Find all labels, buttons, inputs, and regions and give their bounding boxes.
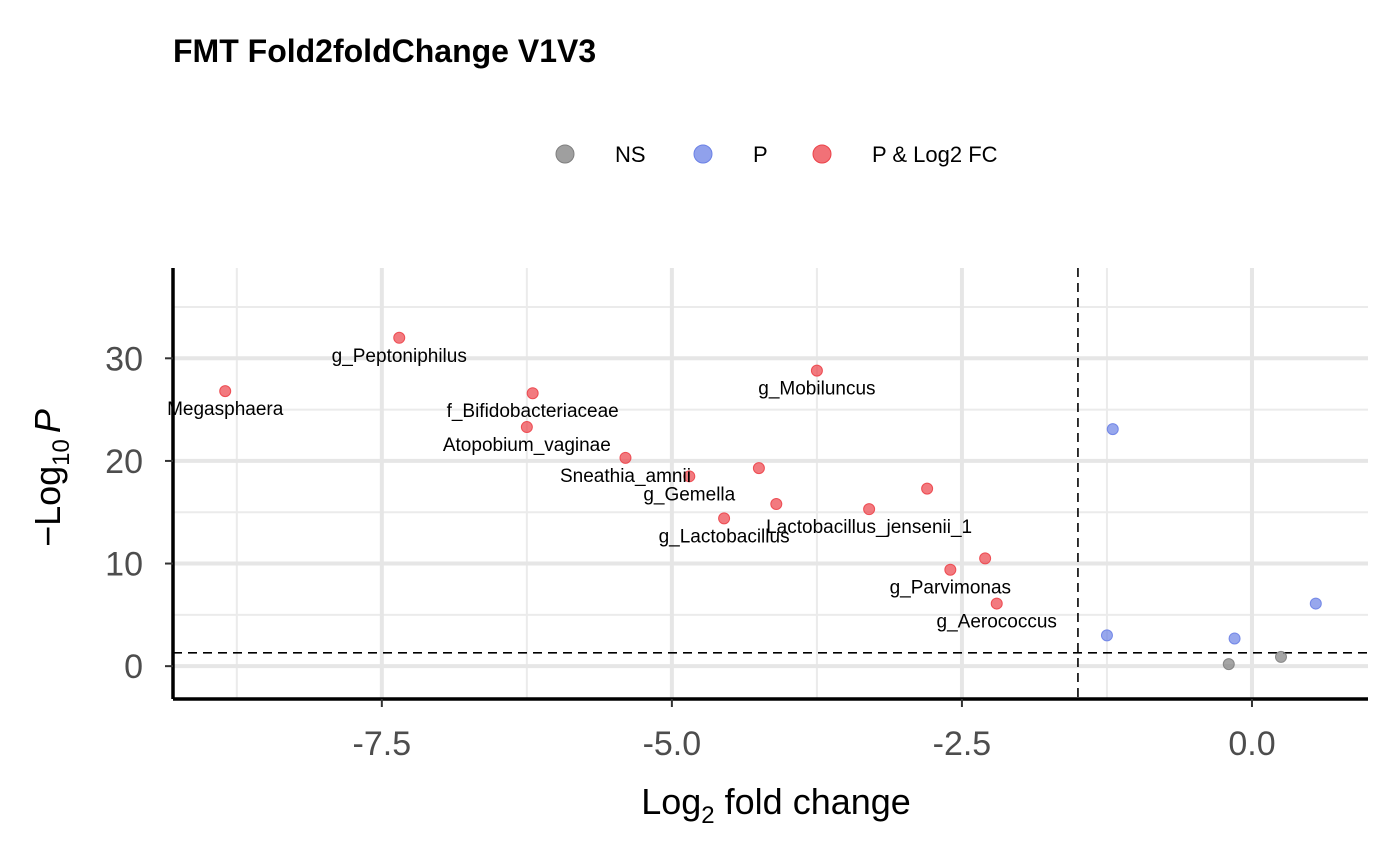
- x-axis-title-subscript: 2: [701, 802, 714, 829]
- point-label: g_Gemella: [643, 484, 735, 505]
- chart-title: FMT Fold2foldChange V1V3: [173, 33, 596, 69]
- point-label: g_Aerococcus: [937, 612, 1057, 633]
- y-axis-title-subscript: 10: [48, 439, 75, 466]
- point-label: Sneathia_amnii: [560, 466, 691, 487]
- data-points: [219, 331, 1322, 671]
- point-label: Megasphaera: [167, 399, 284, 420]
- legend-marker-p: [693, 144, 713, 164]
- data-point-pfc: [619, 451, 632, 464]
- data-point-ns: [1274, 650, 1287, 663]
- y-tick-label: 0: [124, 648, 143, 686]
- point-label: Lactobacillus_jensenii_1: [766, 517, 972, 538]
- data-point-pfc: [752, 462, 765, 475]
- data-point-pfc: [683, 470, 696, 483]
- data-point-p: [1309, 597, 1322, 610]
- x-tick-label: -7.5: [353, 725, 412, 763]
- point-label: g_Mobiluncus: [758, 379, 875, 400]
- data-point-pfc: [526, 387, 539, 400]
- point-label: Atopobium_vaginae: [443, 435, 611, 456]
- data-point-p: [1228, 632, 1241, 645]
- legend-label: P: [753, 142, 768, 167]
- y-tick-label: 10: [105, 546, 143, 584]
- point-label: f_Bifidobacteriaceae: [447, 401, 619, 422]
- legend-label: NS: [615, 142, 646, 167]
- data-point-p: [1100, 629, 1113, 642]
- legend: NS P P & Log2 FC: [555, 142, 998, 167]
- x-axis-title: Log2 fold change: [641, 781, 911, 829]
- data-point-pfc: [990, 597, 1003, 610]
- y-axis-title: −Log10 P: [27, 409, 75, 547]
- x-tick-label: -2.5: [933, 725, 992, 763]
- x-axis-title-base: Log: [641, 781, 701, 822]
- x-tick-label: 0.0: [1228, 725, 1275, 763]
- data-point-pfc: [979, 552, 992, 565]
- data-point-pfc: [944, 563, 957, 576]
- tick-labels: -7.5 -5.0 -2.5 0.0 0 10 20 30: [105, 340, 1275, 763]
- data-point-pfc: [810, 364, 823, 377]
- data-point-pfc: [718, 512, 731, 525]
- data-point-pfc: [770, 498, 783, 511]
- point-labels: g_Peptoniphilus Megasphaera f_Bifidobacter…: [167, 346, 1057, 633]
- data-point-pfc: [863, 503, 876, 516]
- y-tick-label: 30: [105, 340, 143, 378]
- threshold-lines: [173, 268, 1368, 699]
- grid-major: [173, 268, 1368, 699]
- data-point-pfc: [921, 482, 934, 495]
- y-tick-label: 20: [105, 443, 143, 481]
- axes: [171, 268, 1368, 701]
- point-label: g_Parvimonas: [890, 578, 1011, 599]
- legend-marker-pfc: [812, 144, 832, 164]
- grid-minor: [173, 268, 1368, 699]
- x-axis-title-rest: fold change: [715, 781, 911, 822]
- data-point-pfc: [393, 331, 406, 344]
- data-point-pfc: [219, 385, 232, 398]
- data-point-p: [1106, 423, 1119, 436]
- point-label: g_Peptoniphilus: [332, 346, 467, 367]
- x-tick-label: -5.0: [643, 725, 702, 763]
- y-axis-title-italic: P: [27, 409, 68, 433]
- legend-label: P & Log2 FC: [872, 142, 998, 167]
- legend-marker-ns: [555, 144, 575, 164]
- data-point-pfc: [520, 421, 533, 434]
- y-axis-title-prefix: −Log: [27, 466, 68, 547]
- data-point-ns: [1222, 658, 1235, 671]
- point-label: g_Lactobacillus: [659, 526, 790, 547]
